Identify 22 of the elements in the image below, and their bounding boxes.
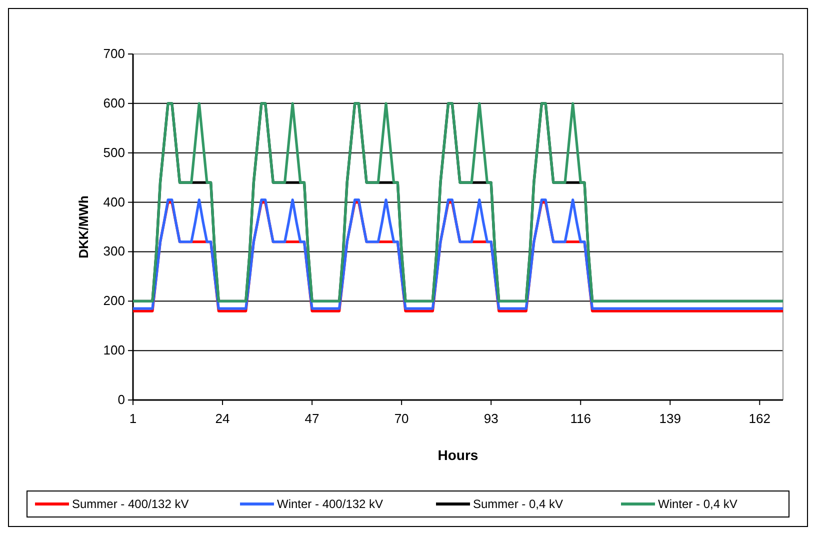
x-tick-label: 47 <box>304 411 320 426</box>
y-tick-label: 200 <box>103 293 125 308</box>
x-tick-label: 70 <box>394 411 409 426</box>
y-tick-label: 100 <box>103 342 125 358</box>
y-tick-label: 700 <box>103 46 125 61</box>
legend-label: Summer - 400/132 kV <box>72 497 189 511</box>
y-tick-label: 400 <box>103 194 125 210</box>
x-tick-label: 139 <box>659 411 681 426</box>
x-tick-label: 116 <box>570 411 591 426</box>
legend-label: Winter - 400/132 kV <box>277 497 384 511</box>
x-tick-label: 24 <box>215 411 230 426</box>
x-tick-label: 162 <box>748 411 770 426</box>
y-tick-label: 600 <box>103 95 125 110</box>
legend-label: Summer - 0,4 kV <box>473 497 564 511</box>
y-tick-label: 0 <box>118 392 125 407</box>
y-tick-label: 300 <box>103 244 125 259</box>
x-axis-title: Hours <box>438 447 478 463</box>
x-tick-label: 93 <box>484 411 498 426</box>
y-tick-label: 500 <box>103 144 125 160</box>
x-tick-label: 1 <box>129 411 137 426</box>
y-axis-title: DKK/MWh <box>76 196 91 258</box>
legend-label: Winter - 0,4 kV <box>658 497 738 511</box>
